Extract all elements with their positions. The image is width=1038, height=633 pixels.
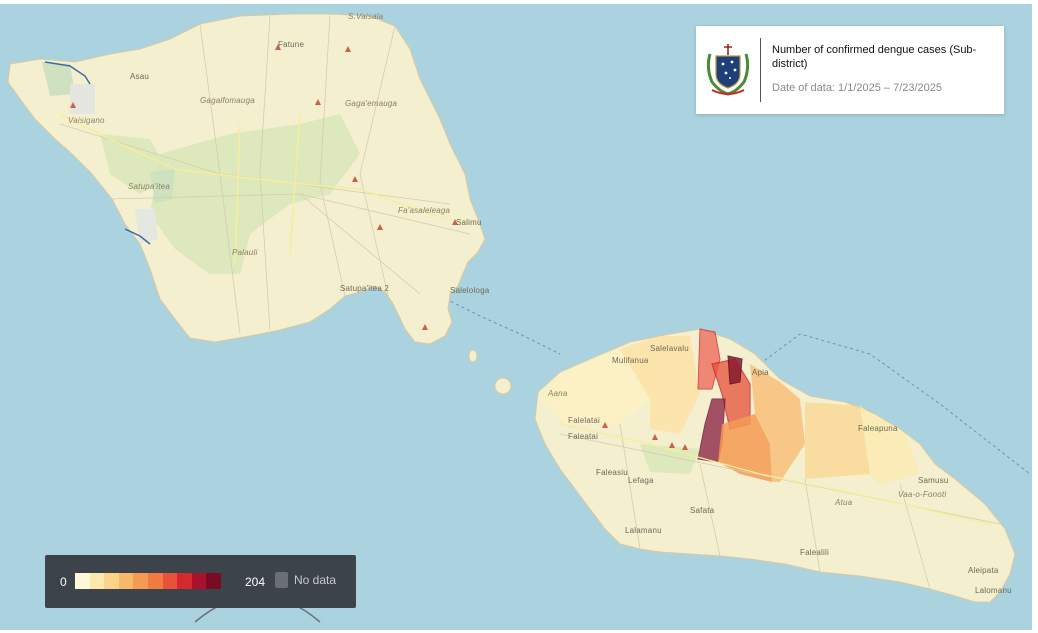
legend-ramp-cell — [89, 573, 105, 589]
no-data-label: No data — [294, 573, 337, 587]
place-label: Satupa'itea — [128, 182, 170, 191]
savaii-nodata-area-2 — [135, 209, 158, 244]
savaii-forest-area — [150, 114, 360, 274]
place-label: Lalamanu — [625, 526, 662, 535]
place-label: Fa'asaleleaga — [398, 206, 451, 215]
boundary-line — [759, 333, 1031, 475]
place-label: Salelologa — [450, 286, 490, 295]
place-label: Lalomanu — [975, 586, 1012, 595]
legend-ramp-cell — [147, 573, 163, 589]
upolu-forest-area — [640, 444, 700, 474]
savaii-coast-marker — [44, 61, 91, 85]
subdistrict-polygons[interactable] — [540, 328, 920, 484]
legend-color-ramp — [75, 573, 221, 589]
subdistrict-inland-1[interactable] — [718, 414, 772, 482]
savaii-nodata-area — [70, 84, 95, 114]
place-label: Apia — [752, 368, 769, 377]
savaii-coast-marker-2 — [124, 228, 151, 245]
legend-min-label: 0 — [60, 575, 67, 589]
place-label: Satupa'itea 2 — [340, 284, 390, 293]
legend-ramp-cell — [104, 573, 119, 589]
place-label: Aana — [548, 389, 568, 398]
place-label: Salelavalu — [650, 344, 689, 353]
upolu-roads — [559, 423, 991, 525]
samoa-coat-of-arms-icon — [706, 44, 750, 96]
place-label: Vaa-o-Fonoti — [898, 490, 947, 499]
place-label: Fatune — [278, 40, 305, 49]
title-card: Number of confirmed dengue cases (Sub-di… — [696, 26, 1004, 114]
subdistrict-east-3[interactable] — [860, 406, 920, 484]
savaii-park-area-2 — [150, 169, 175, 204]
place-label: Salimu — [456, 218, 482, 227]
subdistrict-west-1[interactable] — [540, 349, 650, 424]
place-label: S.Vaisala — [348, 12, 384, 21]
subdistrict-east-2[interactable] — [805, 402, 870, 479]
date-range-text: Date of data: 1/1/2025 – 7/23/2025 — [772, 82, 943, 94]
legend-ramp-cell — [177, 573, 192, 589]
place-label: Faleapuna — [858, 424, 898, 433]
place-label: Palauli — [232, 248, 258, 257]
place-label: Faleasiu — [596, 468, 628, 477]
place-label: Atua — [835, 498, 853, 507]
no-data-swatch — [275, 572, 288, 588]
map-svg[interactable] — [0, 4, 1032, 630]
place-label: Samusu — [918, 476, 949, 485]
ferry-route-line — [439, 295, 561, 355]
subdistrict-west-2[interactable] — [620, 336, 700, 434]
legend-max-label: 204 — [245, 575, 266, 589]
place-label: Falelatai — [568, 416, 601, 425]
legend-panel: 0 204 No data — [45, 555, 356, 608]
legend-ramp-cell — [162, 573, 178, 589]
place-label: Lefaga — [628, 476, 654, 485]
legend-ramp-cell — [133, 573, 148, 589]
place-label: Asau — [130, 72, 150, 81]
place-label: Faleatai — [568, 432, 599, 441]
map-title: Number of confirmed dengue cases (Sub-di… — [772, 44, 977, 70]
place-label: Vaisigano — [68, 116, 105, 125]
manono-island — [468, 349, 478, 363]
place-label: Falealili — [800, 548, 829, 557]
legend-ramp-cell — [75, 573, 90, 589]
place-label: Gaga'emauga — [345, 99, 398, 108]
card-divider — [760, 38, 761, 102]
subdistrict-east-1[interactable] — [750, 364, 805, 482]
savaii-park-area — [42, 62, 75, 96]
settlement-markers — [70, 44, 688, 450]
savaii-roads — [59, 113, 471, 265]
apolima-island — [494, 377, 512, 395]
place-label: Safata — [690, 506, 715, 515]
place-label: Gagaifomauga — [200, 96, 255, 105]
legend-ramp-cell — [191, 573, 207, 589]
subdistrict-apia-core[interactable] — [727, 355, 743, 385]
place-label: Mulifanua — [612, 356, 649, 365]
legend-ramp-cell — [206, 573, 221, 589]
place-label: Aleipata — [968, 566, 999, 575]
legend-ramp-cell — [118, 573, 134, 589]
